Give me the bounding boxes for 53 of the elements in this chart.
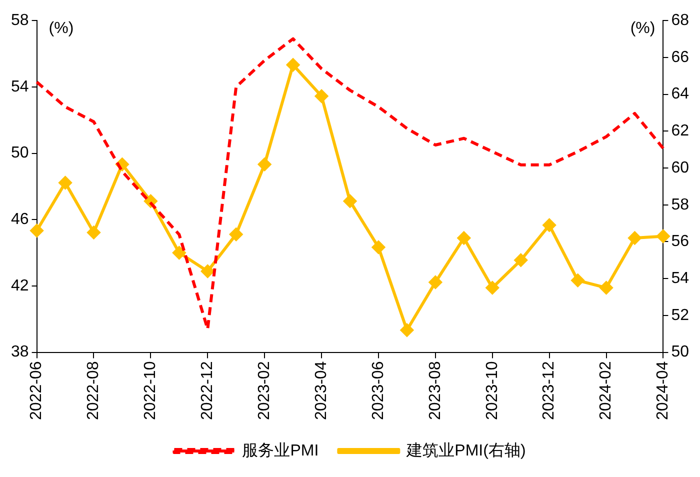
y2-axis-title: (%) [630,20,656,38]
point [58,176,72,190]
point [656,230,670,243]
point [514,254,528,267]
legend-label: 建筑业PMI(右轴) [406,441,526,460]
x-tick-label: 2024-02 [598,361,615,420]
point [486,281,499,294]
point [344,194,356,208]
x-tick-label: 2023-08 [426,361,444,420]
point [172,246,186,260]
x-tick-label: 2022-10 [142,361,160,420]
point [30,224,44,238]
y-tick-label: 58 [11,12,29,30]
x-tick-label: 2022-06 [28,361,46,420]
y-tick-label: 54 [11,78,29,96]
y-tick-label: 50 [11,144,29,162]
point [258,158,272,171]
y2-tick-label: 54 [671,270,690,287]
point [201,264,214,278]
x-tick-label: 2023-12 [540,361,558,420]
point [372,240,385,254]
y2-tick-label: 58 [671,196,690,214]
y2-tick-label: 52 [671,306,690,324]
point [457,232,470,245]
x-tick-label: 2022-08 [85,361,102,420]
x-tick-label: 2022-12 [199,361,216,420]
point [428,276,442,289]
legend-label: 服务业PMI [242,441,319,460]
x-tick-label: 2023-02 [256,361,273,420]
x-tick-label: 2023-06 [370,361,387,420]
point [600,281,613,294]
y2-tick-label: 64 [671,86,690,103]
point [628,232,642,245]
point [87,226,100,240]
y-tick-label: 38 [11,344,29,361]
y-axis-title: (%) [48,20,74,38]
point [230,228,243,241]
x-tick-label: 2023-04 [312,361,330,420]
y-tick-label: 46 [11,211,29,228]
point [571,274,584,287]
point [286,58,300,72]
y2-tick-label: 62 [671,122,690,140]
point [542,218,556,232]
point [315,90,328,103]
x-tick-label: 2023-10 [484,361,501,420]
y2-tick-label: 60 [671,159,690,176]
y2-tick-label: 66 [671,48,690,66]
y2-tick-label: 56 [671,233,690,250]
point [400,324,414,337]
y2-tick-label: 50 [671,344,690,361]
y2-tick-label: 68 [671,12,690,30]
x-tick-label: 2024-04 [654,361,672,420]
y-tick-label: 42 [11,277,29,294]
